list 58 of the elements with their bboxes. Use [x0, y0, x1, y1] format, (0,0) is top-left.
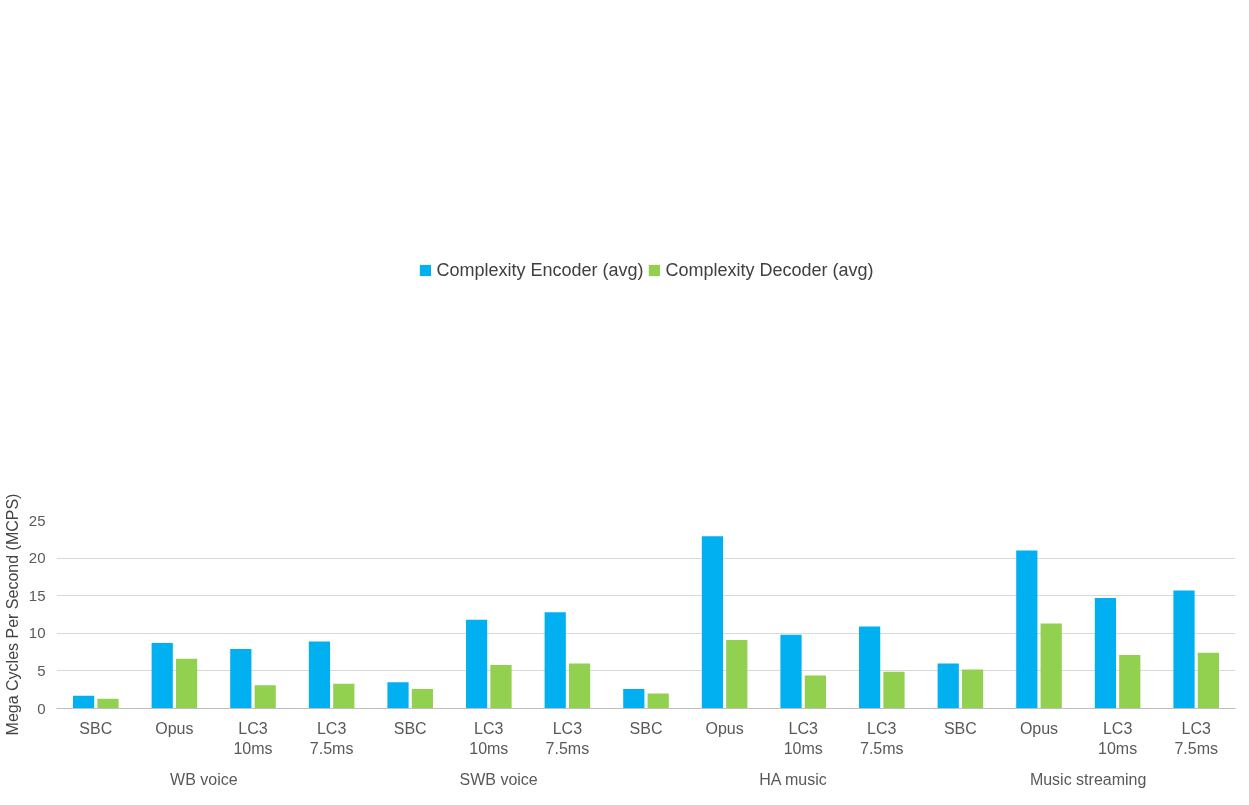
y-tick-label: 5: [37, 661, 46, 679]
bar: [411, 688, 433, 709]
x-tick-label: Opus: [705, 719, 744, 737]
bar: [961, 669, 984, 709]
bar: [254, 685, 276, 709]
bar: [883, 671, 905, 709]
legend-label: Complexity Encoder (avg): [436, 259, 644, 281]
x-tick-label: SBC: [79, 719, 113, 737]
x-tick-label: LC3 7.5ms: [1174, 719, 1218, 757]
x-tick-label: LC3 10ms: [1098, 719, 1138, 757]
x-tick-label: SBC: [943, 719, 977, 737]
bar: [937, 663, 959, 709]
bar: [1040, 623, 1062, 709]
bar: [544, 612, 566, 709]
bar: [647, 693, 669, 709]
x-tick-label: LC3 10ms: [469, 719, 509, 757]
bar: [726, 640, 748, 709]
y-tick-label: 10: [28, 624, 46, 642]
bar: [804, 675, 826, 709]
y-tick-label: 20: [28, 549, 46, 567]
bar: [1197, 652, 1219, 709]
bar: [1173, 590, 1195, 709]
bar: [175, 658, 198, 709]
y-tick-label: 25: [28, 511, 46, 529]
bar: [780, 634, 802, 709]
bar: [859, 626, 881, 709]
text: Music streaming: [1029, 770, 1147, 788]
x-tick-label: LC3 7.5ms: [309, 719, 354, 757]
bar: [230, 649, 252, 709]
bar: [308, 641, 331, 709]
x-tick-label: LC3 7.5ms: [545, 719, 590, 757]
text: SWB voice: [459, 770, 538, 788]
x-tick-label: LC3 10ms: [233, 719, 273, 757]
y-axis-title: Mega Cycles Per Second (MCPS): [3, 493, 21, 736]
legend-label: Complexity Decoder (avg): [665, 259, 874, 281]
bar: [387, 682, 409, 709]
bar: [151, 643, 173, 709]
x-tick-label: LC3 10ms: [783, 719, 823, 757]
x-tick-label: LC3 7.5ms: [860, 719, 904, 757]
bar: [1094, 597, 1117, 709]
x-tick-label: Opus: [1019, 719, 1059, 737]
bar: [623, 688, 645, 709]
bar: [73, 695, 95, 709]
bar: [490, 664, 512, 709]
text: HA music: [759, 770, 827, 788]
bar: [701, 536, 724, 709]
text: WB voice: [170, 770, 238, 788]
y-tick-label: 0: [37, 699, 46, 717]
bar: [568, 663, 591, 709]
bar: [97, 698, 119, 709]
x-tick-label: SBC: [393, 719, 427, 737]
y-tick-label: 15: [28, 586, 46, 604]
x-tick-label: Opus: [155, 719, 194, 737]
bar: [1119, 655, 1141, 709]
x-tick-label: SBC: [629, 719, 663, 737]
bar: [1016, 550, 1038, 709]
bar: [333, 683, 355, 709]
bar: [466, 619, 488, 709]
